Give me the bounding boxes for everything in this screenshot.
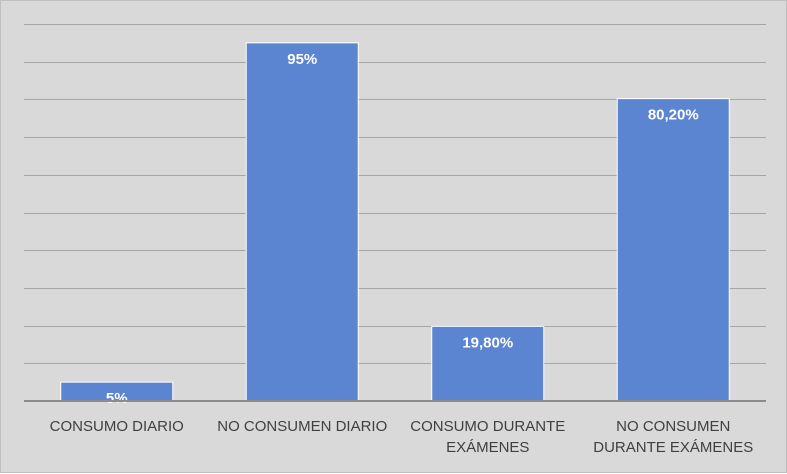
gridlines (24, 24, 766, 364)
data-label: 5% (106, 390, 128, 407)
category-label: NO CONSUMEN DIARIO (217, 418, 387, 435)
category-label: CONSUMO DIARIO (50, 418, 184, 435)
bars (60, 42, 730, 402)
category-label-line: CONSUMO DIARIO (50, 418, 184, 435)
bar (431, 325, 545, 402)
data-label: 95% (287, 51, 317, 68)
category-label: NO CONSUMEN DURANTE EXÁMENES (593, 418, 753, 456)
category-label-line: NO CONSUMEN DIARIO (217, 418, 387, 435)
category-label-line: DURANTE EXÁMENES (593, 439, 753, 456)
bar (616, 98, 730, 402)
data-label: 80,20% (648, 107, 699, 124)
category-label-line: EXÁMENES (446, 439, 529, 456)
category-label-line: CONSUMO DURANTE (410, 418, 565, 435)
data-label: 19,80% (462, 334, 513, 351)
data-labels: 5% 95% 19,80% 80,20% (106, 51, 699, 407)
category-labels: CONSUMO DIARIO NO CONSUMEN DIARIO CONSUMO … (50, 418, 754, 456)
bar (245, 42, 359, 402)
category-label-line: NO CONSUMEN (616, 418, 730, 435)
category-label: CONSUMO DURANTE EXÁMENES (410, 418, 565, 456)
